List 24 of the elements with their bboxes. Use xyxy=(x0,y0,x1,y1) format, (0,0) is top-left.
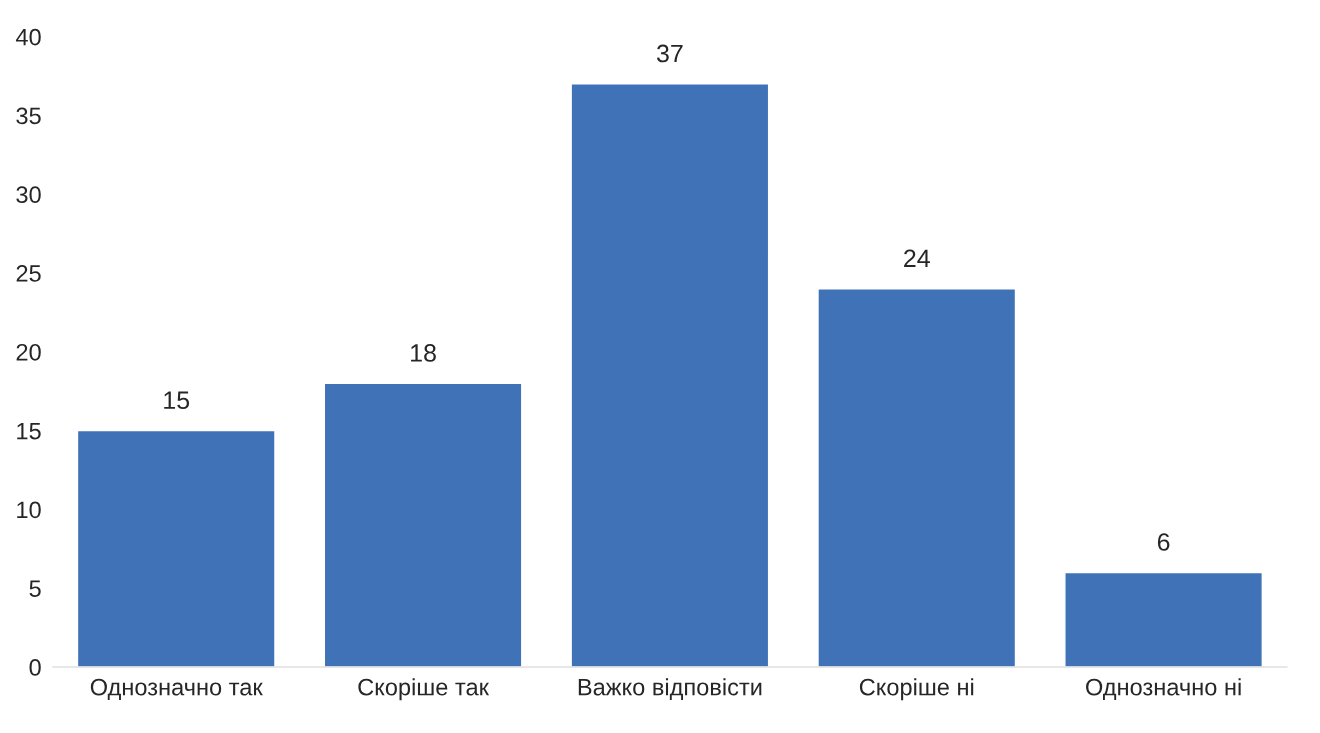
bar xyxy=(1064,571,1264,668)
data-label: 37 xyxy=(656,44,683,63)
bar xyxy=(76,429,276,668)
y-tick-label: 30 xyxy=(16,186,41,204)
data-label: 24 xyxy=(904,249,930,267)
x-tick-label: Однозначно так xyxy=(90,678,263,700)
bar xyxy=(323,382,523,668)
y-tick-label: 40 xyxy=(15,28,41,46)
y-tick-label: 10 xyxy=(17,501,41,519)
y-tick-label: 5 xyxy=(29,580,41,598)
x-tick-label: Важко відповісти xyxy=(578,678,762,700)
data-label: 15 xyxy=(164,391,190,410)
x-tick-label: Скоріше так xyxy=(358,678,490,701)
x-tick-label: Скоріше ні xyxy=(859,678,974,701)
y-tick-label: 25 xyxy=(16,265,41,282)
y-tick-label: 35 xyxy=(16,107,41,125)
y-tick-label: 15 xyxy=(17,422,41,440)
bar xyxy=(570,83,770,668)
y-tick-label: 20 xyxy=(16,343,41,361)
y-tick-label: 0 xyxy=(29,659,41,676)
data-label: 18 xyxy=(411,344,436,362)
x-tick-label: Однозначно ні xyxy=(1086,678,1241,700)
bar xyxy=(817,288,1017,668)
data-label: 6 xyxy=(1157,533,1170,551)
